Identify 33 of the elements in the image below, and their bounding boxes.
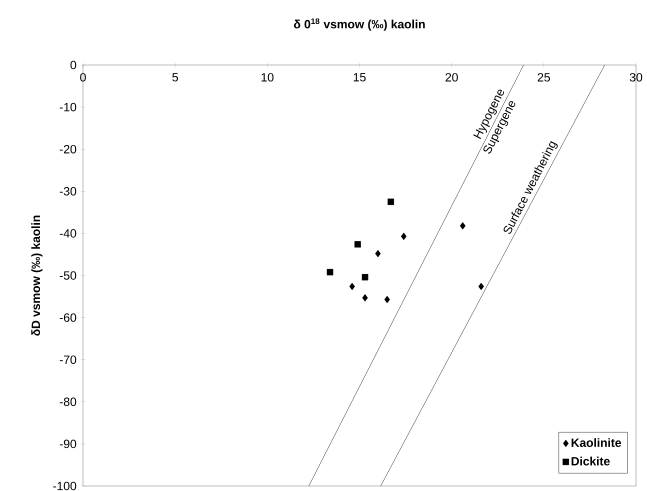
x-tick-label: 30 [630,73,642,82]
y-tick-label: -60 [60,313,76,322]
x-tick-label: 10 [262,73,274,82]
point [354,241,361,248]
point [362,294,368,302]
y-tick-label: -80 [60,398,76,406]
x-tick-label: 25 [538,73,550,82]
y-tick-label: -10 [60,102,76,112]
y-tick-label: -20 [60,144,76,154]
legend-label: Kaolinite [572,438,622,447]
y-tick-label: -40 [60,229,76,238]
point [326,268,334,276]
legend-label: Dickite [572,456,610,466]
y-tick-label: -30 [60,187,76,196]
point [349,282,355,290]
x-tick-label: 5 [172,73,178,82]
x-axis-title: δ 0$^{18}$ vsmow (‰) kaolin [294,18,425,31]
y-tick-label: -70 [60,355,76,364]
y-axis-title: δD vsmow (‰) kaolin [31,216,42,336]
point [362,274,368,280]
y-tick-label: -100 [53,482,76,490]
y-tick-label: -50 [60,271,76,280]
point [388,198,394,206]
point [384,296,390,304]
point [460,222,466,230]
x-tick-label: 20 [446,73,458,82]
point [375,250,381,258]
point [400,232,407,240]
point [478,282,484,290]
y-tick-label: -90 [60,440,76,448]
x-tick-label: 0 [80,73,86,82]
y-tick-label: 0 [70,60,76,70]
x-tick-label: 15 [354,73,366,82]
